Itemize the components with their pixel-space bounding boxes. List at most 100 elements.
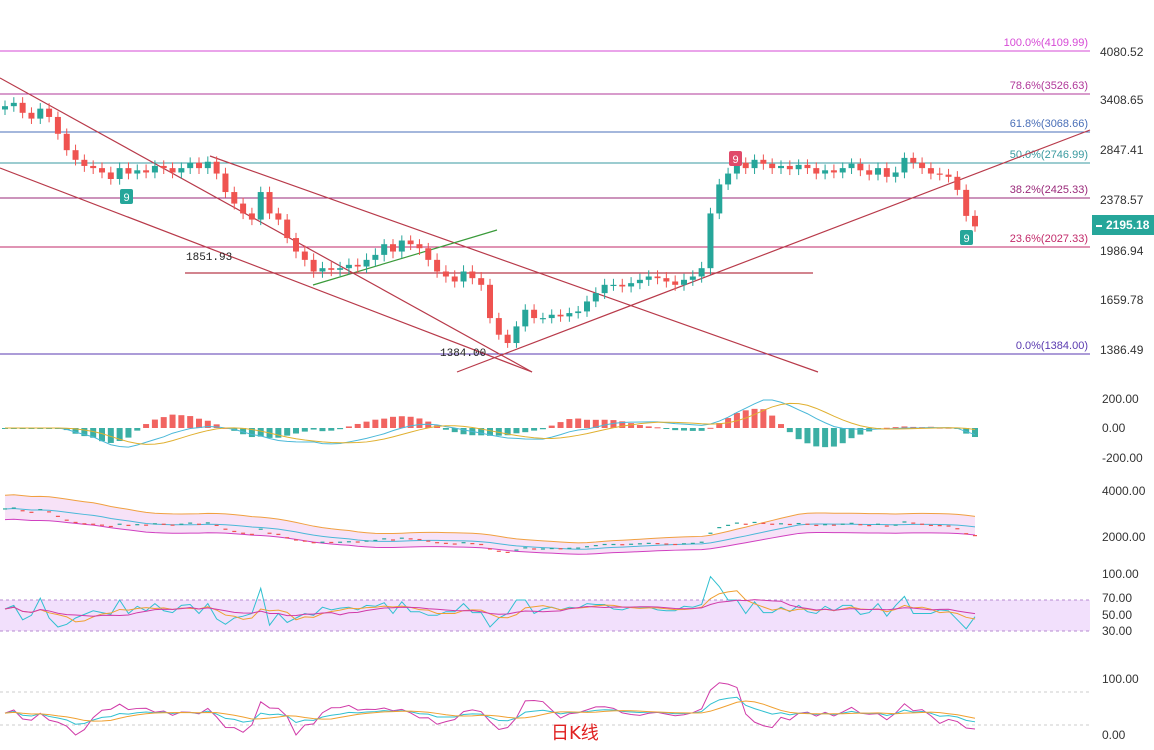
- channel-upper-line: [0, 77, 533, 373]
- rsi-tick-1: 70.00: [1102, 591, 1132, 605]
- candle-body-12: [107, 172, 114, 179]
- candle-body-76: [672, 281, 679, 285]
- boll-tick-0: 4000.00: [1102, 484, 1146, 498]
- candle-body-28: [248, 213, 255, 220]
- macd-bar-101: [892, 427, 899, 429]
- candle-body-4: [37, 108, 44, 119]
- macd-bar-92: [813, 428, 820, 447]
- candle-body-90: [795, 164, 802, 170]
- macd-bar-86: [760, 409, 767, 428]
- candle-body-10: [90, 165, 97, 169]
- kdj-tick-1: 0.00: [1102, 728, 1126, 742]
- fib-label-3: 50.0%(2746.99): [1010, 149, 1088, 161]
- macd-bar-32: [284, 428, 291, 436]
- rsi-tick-3: 30.00: [1102, 624, 1132, 638]
- price-tick-4: 1986.94: [1100, 244, 1144, 258]
- price-tick-6: 1386.49: [1100, 343, 1144, 357]
- macd-tick-0: 200.00: [1102, 392, 1139, 406]
- candle-body-46: [407, 240, 414, 245]
- macd-bar-18: [160, 417, 167, 428]
- macd-bar-27: [240, 428, 247, 435]
- candle-body-102: [901, 157, 908, 173]
- boll-upper: [4, 494, 976, 544]
- price-tick-5: 1659.78: [1100, 293, 1144, 307]
- macd-bar-13: [116, 428, 123, 442]
- candle-body-100: [883, 168, 890, 177]
- candle-body-70: [619, 284, 626, 287]
- macd-bar-45: [398, 416, 405, 428]
- candle-body-105: [927, 168, 934, 174]
- candle-body-52: [460, 271, 467, 282]
- macd-bar-38: [337, 428, 344, 430]
- macd-bar-94: [830, 428, 837, 447]
- candle-body-88: [778, 165, 784, 169]
- macd-bar-110: [972, 428, 978, 438]
- macd-bar-42: [372, 419, 379, 428]
- macd-bar-66: [584, 419, 590, 428]
- macd-bar-79: [698, 428, 705, 431]
- td-mark-2-text: 9: [732, 154, 738, 166]
- candle-body-98: [866, 170, 873, 175]
- candle-body-9: [81, 159, 88, 166]
- support-label: 1851.93: [186, 252, 232, 264]
- candle-body-0: [2, 106, 8, 110]
- candle-body-67: [592, 293, 599, 302]
- candle-body-8: [72, 150, 79, 160]
- macd-bar-72: [636, 425, 643, 428]
- candle-body-75: [663, 278, 670, 282]
- candle-body-23: [204, 161, 211, 169]
- macd-bar-36: [319, 428, 326, 432]
- macd-bar-89: [786, 428, 793, 433]
- candle-body-35: [310, 259, 317, 272]
- chart-caption: 日K线: [551, 723, 599, 744]
- macd-bar-60: [531, 428, 538, 431]
- price-tick-0: 4080.52: [1100, 45, 1144, 59]
- candle-body-61: [539, 318, 546, 320]
- candle-body-17: [151, 165, 158, 173]
- macd-bar-109: [963, 428, 970, 434]
- macd-bar-29: [257, 428, 264, 437]
- candle-body-14: [125, 168, 132, 174]
- macd-bar-34: [301, 428, 308, 432]
- current-price: 2195.18: [1106, 218, 1150, 232]
- kdj-tick-0: 100.00: [1102, 672, 1139, 686]
- fib-label-0: 100.0%(4109.99): [1004, 37, 1088, 49]
- candle-body-7: [63, 133, 70, 151]
- candle-body-19: [169, 168, 176, 173]
- macd-bar-41: [363, 421, 370, 428]
- macd-bar-31: [275, 428, 282, 438]
- candle-body-81: [716, 184, 723, 214]
- macd-bar-12: [107, 428, 114, 443]
- macd-bar-58: [513, 428, 520, 434]
- candle-body-57: [504, 334, 511, 344]
- candle-body-16: [143, 170, 150, 173]
- candle-body-25: [222, 173, 229, 193]
- candle-body-2: [19, 102, 26, 113]
- macd-bar-61: [539, 428, 546, 430]
- channel-mid-line: [209, 155, 819, 373]
- candle-body-101: [892, 172, 899, 177]
- macd-bar-77: [681, 428, 687, 431]
- fib-label-2: 61.8%(3068.66): [1010, 118, 1088, 130]
- candle-body-103: [910, 157, 917, 163]
- green-trendline: [312, 229, 498, 286]
- candle-body-49: [434, 259, 441, 272]
- macd-bar-84: [742, 410, 749, 428]
- candle-body-71: [628, 283, 635, 287]
- macd-bar-80: [707, 427, 714, 429]
- candle-body-94: [830, 170, 837, 173]
- candle-body-99: [875, 168, 881, 175]
- td-mark-3-text: 9: [963, 233, 969, 245]
- td-mark-3: 9: [960, 230, 973, 245]
- macd-bar-96: [848, 428, 855, 439]
- rsi-band: [0, 600, 1090, 631]
- candle-body-107: [945, 174, 952, 177]
- rising-trendline: [456, 129, 1091, 373]
- low-label: 1384.00: [440, 348, 486, 360]
- rsi-fast: [4, 575, 976, 630]
- candle-body-38: [337, 268, 344, 270]
- candle-body-91: [804, 164, 811, 169]
- candle-body-79: [698, 268, 705, 277]
- candle-body-104: [919, 162, 926, 169]
